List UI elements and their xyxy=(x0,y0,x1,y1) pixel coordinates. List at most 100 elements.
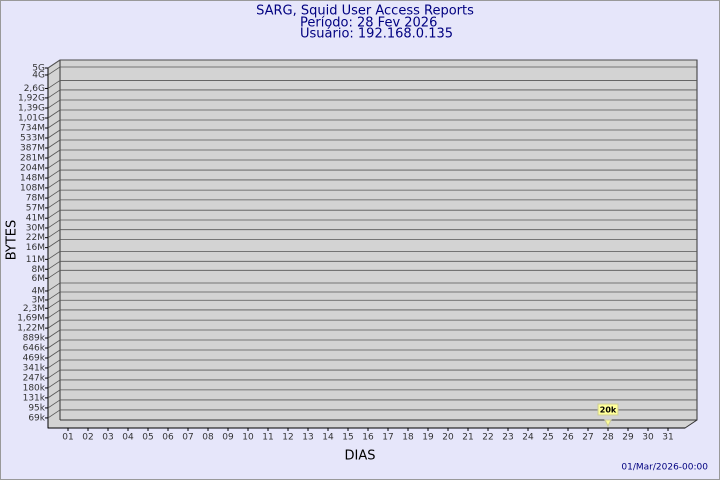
x-tick-label: 01 xyxy=(62,433,73,443)
wall-grid-line xyxy=(47,339,61,349)
x-tick-label: 15 xyxy=(342,433,353,443)
y-tick-label: 131k xyxy=(23,393,46,403)
x-tick-label: 12 xyxy=(282,433,293,443)
chart-user: Usuário: 192.168.0.135 xyxy=(300,27,453,42)
x-tick-label: 11 xyxy=(262,433,273,443)
wall-grid-line xyxy=(47,189,61,199)
x-tick-label: 29 xyxy=(622,433,634,443)
x-tick-label: 20 xyxy=(442,433,454,443)
wall-grid-line xyxy=(47,291,61,301)
x-tick-label: 06 xyxy=(162,433,174,443)
wall-grid-line xyxy=(47,229,61,239)
y-tick-label: 3M xyxy=(32,295,46,305)
y-tick-label: 1,39G xyxy=(18,104,45,114)
wall-grid-line xyxy=(47,59,61,69)
x-tick-label: 08 xyxy=(202,433,214,443)
y-tick-label: 95k xyxy=(28,403,45,413)
wall-grid-line xyxy=(47,299,61,309)
x-tick-label: 05 xyxy=(142,433,153,443)
wall-grid-line xyxy=(47,80,61,89)
wall-grid-line xyxy=(47,389,61,399)
wall-grid-line xyxy=(47,99,61,109)
wall-grid-line xyxy=(47,309,61,319)
wall-grid-line xyxy=(47,219,61,229)
y-tick-label: 341k xyxy=(23,363,46,373)
plot-area xyxy=(47,59,698,429)
chart-title: SARG, Squid User Access Reports xyxy=(256,4,474,19)
y-tick-label: 5G xyxy=(32,64,45,74)
y-tick-label: 30M xyxy=(26,223,45,233)
wall-grid-line xyxy=(47,319,61,329)
wall-grid-line xyxy=(47,109,61,119)
wall-grid-line xyxy=(47,369,61,379)
x-tick-label: 19 xyxy=(422,433,434,443)
wall-grid-line xyxy=(47,359,61,369)
x-tick-label: 03 xyxy=(102,433,113,443)
x-tick-label: 31 xyxy=(662,433,673,443)
y-tick-label: 16M xyxy=(26,243,45,253)
x-tick-label: 24 xyxy=(522,433,534,443)
y-tick-label: 4M xyxy=(32,286,46,296)
x-tick-label: 10 xyxy=(242,433,254,443)
y-tick-label: 1,92G xyxy=(18,93,45,103)
x-tick-label: 04 xyxy=(122,433,134,443)
x-tick-label: 13 xyxy=(302,433,313,443)
y-tick-label: 78M xyxy=(26,194,45,204)
wall-grid-line xyxy=(47,179,61,189)
y-tick-label: 108M xyxy=(20,183,45,193)
wall-grid-line xyxy=(47,399,61,409)
y-tick-label: 734M xyxy=(20,123,45,133)
wall-grid-line xyxy=(47,149,61,159)
x-tick-label: 09 xyxy=(222,433,234,443)
y-tick-label: 387M xyxy=(20,144,45,154)
y-tick-label: 469k xyxy=(23,354,46,364)
wall-grid-line xyxy=(47,282,61,292)
y-tick-label: 1,22M xyxy=(17,324,45,334)
wall-grid-line xyxy=(47,349,61,359)
x-tick-label: 02 xyxy=(82,433,93,443)
y-tick-label: 889k xyxy=(23,334,46,344)
wall-grid-line xyxy=(47,260,61,270)
chart-subtitle: Período: 28 Fev 2026 xyxy=(300,16,437,31)
wall-grid-line xyxy=(47,379,61,389)
x-tick-label: 26 xyxy=(562,433,574,443)
wall-grid-line xyxy=(47,209,61,219)
y-tick-label: 204M xyxy=(20,164,45,174)
y-tick-label: 533M xyxy=(20,134,45,144)
y-tick-label: 22M xyxy=(26,233,45,243)
y-tick-label: 180k xyxy=(23,383,46,393)
x-axis-label: DIAS xyxy=(345,449,376,464)
x-tick-label: 07 xyxy=(182,433,193,443)
wall-grid-line xyxy=(47,239,61,248)
y-tick-label: 57M xyxy=(26,203,45,213)
y-tick-label: 247k xyxy=(23,374,46,384)
x-tick-label: 27 xyxy=(582,433,593,443)
y-tick-label: 69k xyxy=(28,413,45,423)
y-tick-label: 11M xyxy=(26,255,45,265)
bar-marker xyxy=(604,419,612,428)
y-tick-label: 2,3M xyxy=(23,304,45,314)
x-tick-label: 21 xyxy=(462,433,473,443)
wall-grid-line xyxy=(47,159,61,169)
wall-grid-line xyxy=(47,199,61,209)
x-tick-label: 17 xyxy=(382,433,393,443)
timestamp: 01/Mar/2026-00:00 xyxy=(621,463,708,473)
wall-grid-line xyxy=(47,89,61,99)
x-tick-label: 28 xyxy=(602,433,614,443)
value-label: 20k xyxy=(600,406,617,415)
wall-grid-line xyxy=(47,169,61,179)
x-tick-label: 25 xyxy=(542,433,553,443)
y-tick-label: 8M xyxy=(32,265,46,275)
y-tick-label: 4G xyxy=(32,70,45,80)
y-tick-label: 6M xyxy=(32,274,46,284)
wall-grid-line xyxy=(47,329,61,339)
y-tick-label: 148M xyxy=(20,174,45,184)
y-tick-label: 646k xyxy=(23,343,46,353)
wall-grid-line xyxy=(47,66,61,76)
wall-grid-line xyxy=(47,129,61,139)
x-tick-label: 14 xyxy=(322,433,334,443)
wall-grid-line xyxy=(47,409,61,419)
wall-grid-line xyxy=(47,251,61,260)
y-tick-label: 2,6G xyxy=(24,84,45,94)
